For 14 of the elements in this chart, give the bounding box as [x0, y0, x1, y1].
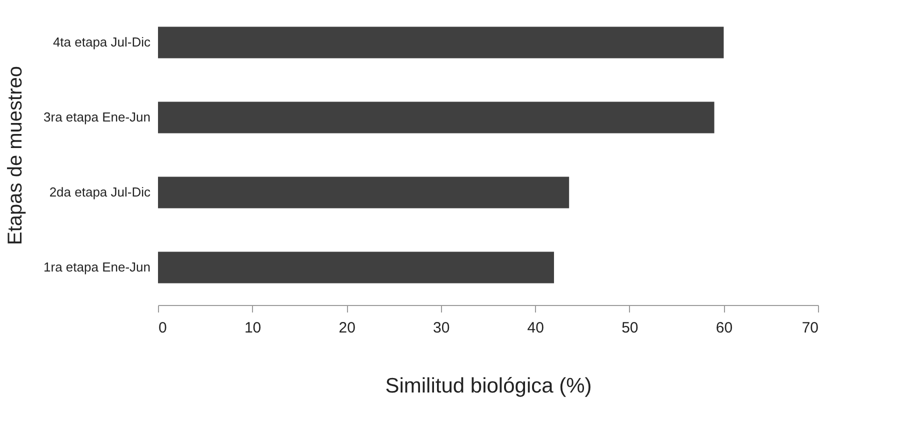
x-tick-label: 10: [244, 320, 262, 336]
x-tick-label: 50: [622, 320, 638, 336]
x-tick-label: 30: [433, 320, 450, 336]
y-tick-label: 3ra etapa Ene-Jun: [44, 110, 150, 124]
y-tick-label: 2da etapa Jul-Dic: [49, 184, 151, 200]
x-tick-label: 20: [338, 320, 356, 336]
x-tick-label: 60: [716, 320, 733, 336]
x-tick-label: 40: [527, 320, 544, 336]
y-tick-label: 4ta etapa Jul-Dic: [52, 34, 151, 50]
x-axis-title: Similitud biológica (%): [385, 374, 592, 398]
y-tick-label: 1ra etapa Ene-Jun: [44, 260, 150, 274]
x-tick-label: 70: [802, 320, 818, 336]
x-tick-label: 0: [158, 320, 167, 336]
y-axis-title: Etapas de muestreo: [4, 66, 27, 245]
